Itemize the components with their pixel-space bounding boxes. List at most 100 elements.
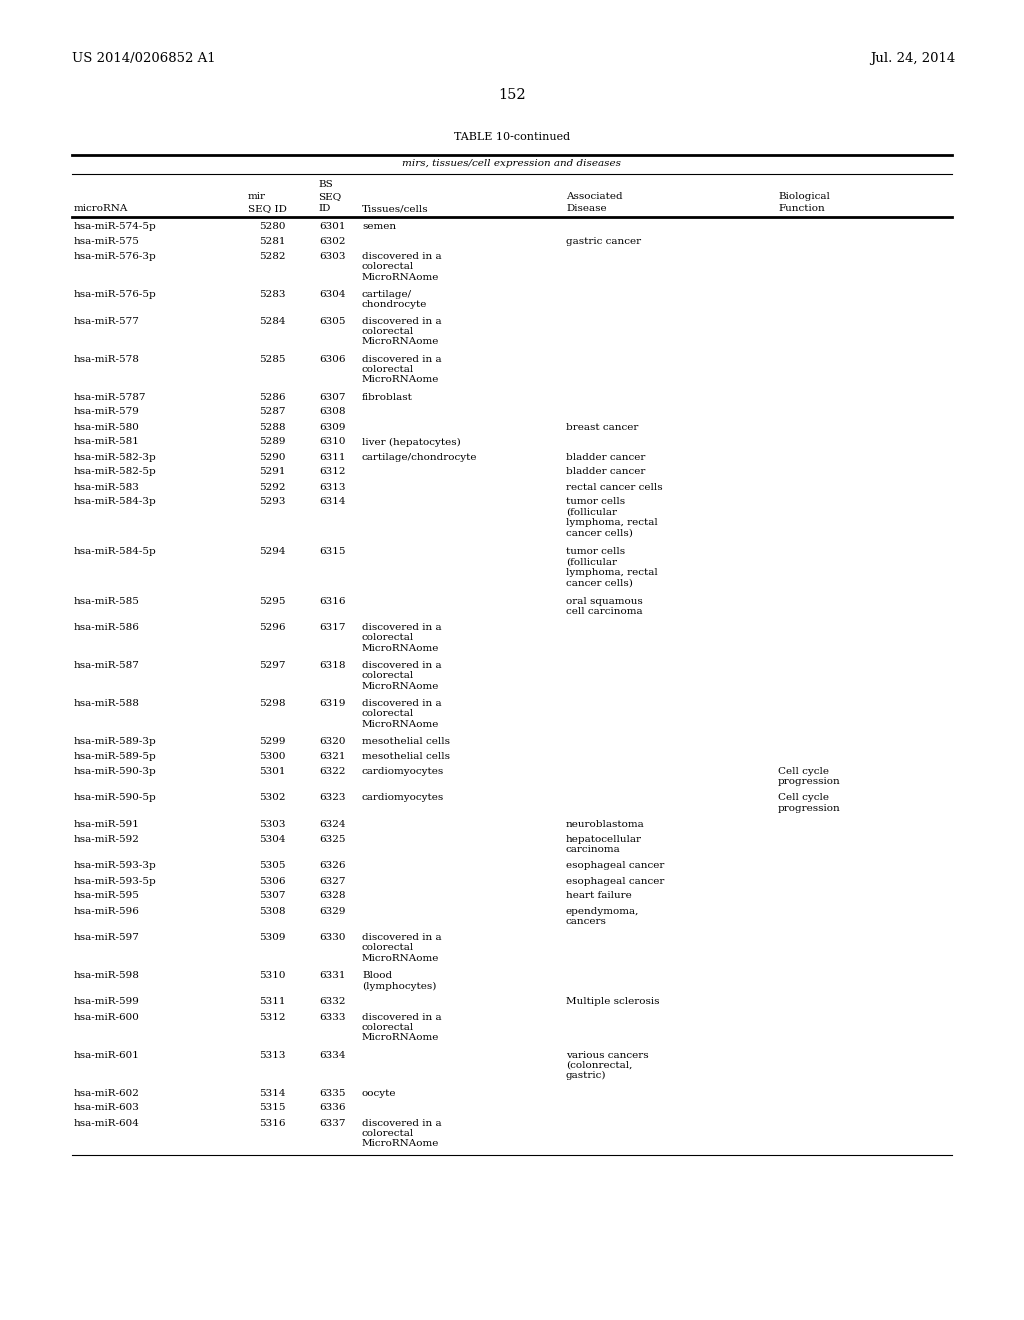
Text: 6309: 6309 (319, 422, 346, 432)
Text: 6304: 6304 (319, 290, 346, 300)
Text: 5290: 5290 (259, 453, 286, 462)
Text: fibroblast: fibroblast (362, 392, 413, 401)
Text: mir: mir (248, 191, 266, 201)
Text: neuroblastoma: neuroblastoma (566, 820, 645, 829)
Text: 6306: 6306 (319, 355, 346, 363)
Text: Jul. 24, 2014: Jul. 24, 2014 (869, 51, 955, 65)
Text: 5302: 5302 (259, 793, 286, 803)
Text: hsa-miR-582-5p: hsa-miR-582-5p (74, 467, 157, 477)
Text: hsa-miR-598: hsa-miR-598 (74, 972, 140, 979)
Text: 6334: 6334 (319, 1051, 346, 1060)
Text: hsa-miR-602: hsa-miR-602 (74, 1089, 140, 1097)
Text: 6319: 6319 (319, 700, 346, 708)
Text: 5283: 5283 (259, 290, 286, 300)
Text: hsa-miR-584-5p: hsa-miR-584-5p (74, 546, 157, 556)
Text: esophageal cancer: esophageal cancer (566, 862, 665, 870)
Text: liver (hepatocytes): liver (hepatocytes) (362, 437, 461, 446)
Text: hsa-miR-593-3p: hsa-miR-593-3p (74, 862, 157, 870)
Text: 6331: 6331 (319, 972, 346, 979)
Text: hsa-miR-578: hsa-miR-578 (74, 355, 140, 363)
Text: 5309: 5309 (259, 933, 286, 942)
Text: discovered in a
colorectal
MicroRNAome: discovered in a colorectal MicroRNAome (362, 252, 441, 281)
Text: ependymoma,
cancers: ependymoma, cancers (566, 907, 639, 925)
Text: 5303: 5303 (259, 820, 286, 829)
Text: 6311: 6311 (319, 453, 346, 462)
Text: hsa-miR-584-3p: hsa-miR-584-3p (74, 498, 157, 507)
Text: 5316: 5316 (259, 1118, 286, 1127)
Text: hsa-miR-586: hsa-miR-586 (74, 623, 140, 632)
Text: discovered in a
colorectal
MicroRNAome: discovered in a colorectal MicroRNAome (362, 933, 441, 962)
Text: 6313: 6313 (319, 483, 346, 491)
Text: discovered in a
colorectal
MicroRNAome: discovered in a colorectal MicroRNAome (362, 317, 441, 346)
Text: hsa-miR-579: hsa-miR-579 (74, 408, 140, 417)
Text: 5312: 5312 (259, 1012, 286, 1022)
Text: hsa-miR-596: hsa-miR-596 (74, 907, 140, 916)
Text: discovered in a
colorectal
MicroRNAome: discovered in a colorectal MicroRNAome (362, 661, 441, 690)
Text: cardiomyocytes: cardiomyocytes (362, 767, 444, 776)
Text: 5295: 5295 (259, 597, 286, 606)
Text: 6336: 6336 (319, 1104, 346, 1113)
Text: hsa-miR-585: hsa-miR-585 (74, 597, 140, 606)
Text: heart failure: heart failure (566, 891, 632, 900)
Text: microRNA: microRNA (74, 205, 128, 213)
Text: oocyte: oocyte (362, 1089, 396, 1097)
Text: 5307: 5307 (259, 891, 286, 900)
Text: rectal cancer cells: rectal cancer cells (566, 483, 663, 491)
Text: hsa-miR-575: hsa-miR-575 (74, 238, 140, 246)
Text: 6314: 6314 (319, 498, 346, 507)
Text: various cancers
(colonrectal,
gastric): various cancers (colonrectal, gastric) (566, 1051, 648, 1081)
Text: 5299: 5299 (259, 737, 286, 746)
Text: 6312: 6312 (319, 467, 346, 477)
Text: hsa-miR-577: hsa-miR-577 (74, 317, 140, 326)
Text: 5282: 5282 (259, 252, 286, 261)
Text: hsa-miR-595: hsa-miR-595 (74, 891, 140, 900)
Text: 6327: 6327 (319, 876, 346, 886)
Text: hsa-miR-576-3p: hsa-miR-576-3p (74, 252, 157, 261)
Text: 6317: 6317 (319, 623, 346, 632)
Text: 5292: 5292 (259, 483, 286, 491)
Text: breast cancer: breast cancer (566, 422, 638, 432)
Text: hsa-miR-588: hsa-miR-588 (74, 700, 140, 708)
Text: cartilage/
chondrocyte: cartilage/ chondrocyte (362, 290, 427, 309)
Text: Cell cycle
progression: Cell cycle progression (778, 793, 841, 813)
Text: 6332: 6332 (319, 998, 346, 1006)
Text: SEQ: SEQ (318, 191, 341, 201)
Text: US 2014/0206852 A1: US 2014/0206852 A1 (72, 51, 216, 65)
Text: 6322: 6322 (319, 767, 346, 776)
Text: 6324: 6324 (319, 820, 346, 829)
Text: hsa-miR-604: hsa-miR-604 (74, 1118, 140, 1127)
Text: 5311: 5311 (259, 998, 286, 1006)
Text: 6329: 6329 (319, 907, 346, 916)
Text: hsa-miR-581: hsa-miR-581 (74, 437, 140, 446)
Text: oral squamous
cell carcinoma: oral squamous cell carcinoma (566, 597, 643, 616)
Text: hsa-miR-580: hsa-miR-580 (74, 422, 140, 432)
Text: discovered in a
colorectal
MicroRNAome: discovered in a colorectal MicroRNAome (362, 355, 441, 384)
Text: 5306: 5306 (259, 876, 286, 886)
Text: 5281: 5281 (259, 238, 286, 246)
Text: 6308: 6308 (319, 408, 346, 417)
Text: 5288: 5288 (259, 422, 286, 432)
Text: Disease: Disease (566, 205, 606, 213)
Text: 152: 152 (499, 88, 525, 102)
Text: 5291: 5291 (259, 467, 286, 477)
Text: 5296: 5296 (259, 623, 286, 632)
Text: hsa-miR-589-3p: hsa-miR-589-3p (74, 737, 157, 746)
Text: 6320: 6320 (319, 737, 346, 746)
Text: 6316: 6316 (319, 597, 346, 606)
Text: hsa-miR-597: hsa-miR-597 (74, 933, 140, 942)
Text: 6318: 6318 (319, 661, 346, 671)
Text: gastric cancer: gastric cancer (566, 238, 641, 246)
Text: 5298: 5298 (259, 700, 286, 708)
Text: mirs, tissues/cell expression and diseases: mirs, tissues/cell expression and diseas… (402, 158, 622, 168)
Text: hsa-miR-5787: hsa-miR-5787 (74, 392, 146, 401)
Text: 6323: 6323 (319, 793, 346, 803)
Text: 5310: 5310 (259, 972, 286, 979)
Text: 6326: 6326 (319, 862, 346, 870)
Text: discovered in a
colorectal
MicroRNAome: discovered in a colorectal MicroRNAome (362, 1118, 441, 1148)
Text: mesothelial cells: mesothelial cells (362, 737, 450, 746)
Text: 5313: 5313 (259, 1051, 286, 1060)
Text: 5297: 5297 (259, 661, 286, 671)
Text: Multiple sclerosis: Multiple sclerosis (566, 998, 659, 1006)
Text: hsa-miR-590-5p: hsa-miR-590-5p (74, 793, 157, 803)
Text: hsa-miR-601: hsa-miR-601 (74, 1051, 140, 1060)
